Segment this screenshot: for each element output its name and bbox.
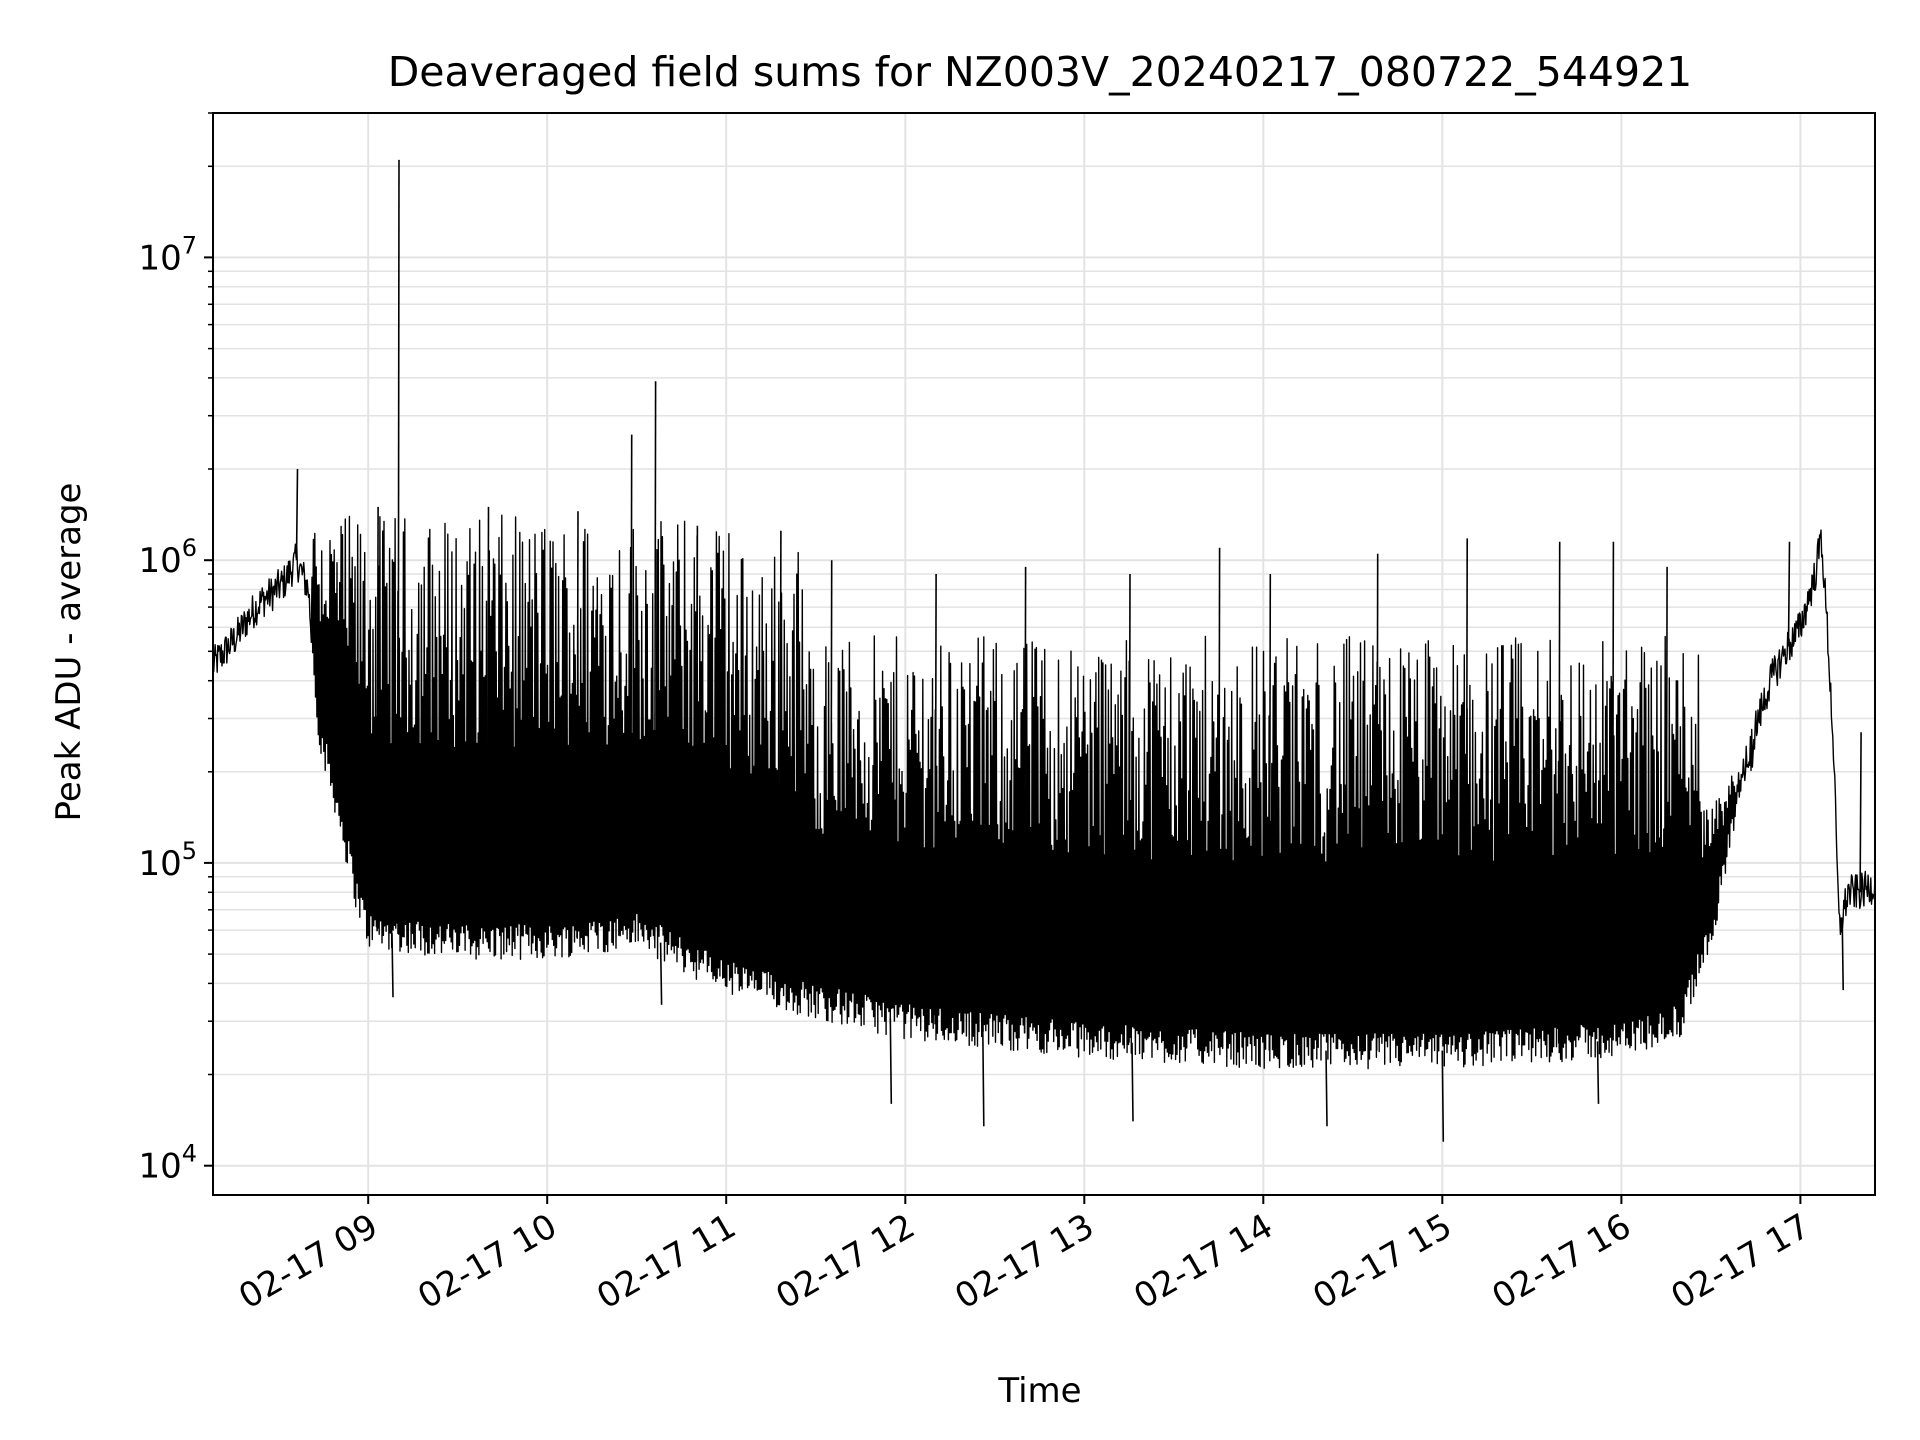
series-dip xyxy=(982,1029,985,1127)
series-spike xyxy=(397,159,400,934)
series-dip xyxy=(1441,1050,1445,1142)
series-spike xyxy=(1557,541,1561,1044)
series-spike xyxy=(695,525,699,962)
y-axis-label: Peak ADU - average xyxy=(49,483,89,822)
y-tick-label: 106 xyxy=(138,534,197,581)
series-spike xyxy=(1465,538,1468,1050)
series-spike xyxy=(1611,541,1615,1041)
series-spike xyxy=(1128,573,1131,1043)
series-spike xyxy=(1268,573,1272,1051)
series-spike xyxy=(829,560,833,1005)
x-axis-label: Time xyxy=(997,1371,1081,1411)
series-spike xyxy=(934,573,937,1025)
series-spike xyxy=(1787,541,1791,647)
series-spike xyxy=(1665,566,1668,1026)
series-dip xyxy=(1131,1042,1134,1122)
series-dip xyxy=(659,942,663,1005)
series-dip xyxy=(391,933,394,998)
series-line xyxy=(212,514,1876,1070)
series-dip xyxy=(1841,917,1844,991)
y-tick-label: 104 xyxy=(138,1140,197,1187)
series-spike xyxy=(376,506,379,932)
series-spike xyxy=(1217,547,1221,1048)
series-spike xyxy=(629,434,633,931)
series-spike xyxy=(576,511,579,938)
series-dip xyxy=(889,1017,893,1104)
chart-title: Deaveraged field sums for NZ003V_2024021… xyxy=(388,48,1693,96)
series-spike xyxy=(653,381,657,940)
series-dip xyxy=(1325,1050,1328,1127)
y-tick-label: 105 xyxy=(138,837,197,884)
series-dip xyxy=(1596,1041,1600,1104)
series-spike xyxy=(486,506,490,942)
series-spike xyxy=(295,468,299,561)
y-tick-label: 107 xyxy=(138,231,197,278)
series-spike xyxy=(1375,553,1379,1051)
series-spike xyxy=(1859,732,1862,893)
series-spike xyxy=(1023,566,1027,1034)
plot-frame xyxy=(212,112,1876,1196)
series-spike xyxy=(779,530,782,992)
